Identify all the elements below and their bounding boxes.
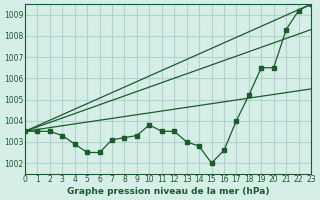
X-axis label: Graphe pression niveau de la mer (hPa): Graphe pression niveau de la mer (hPa) xyxy=(67,187,269,196)
